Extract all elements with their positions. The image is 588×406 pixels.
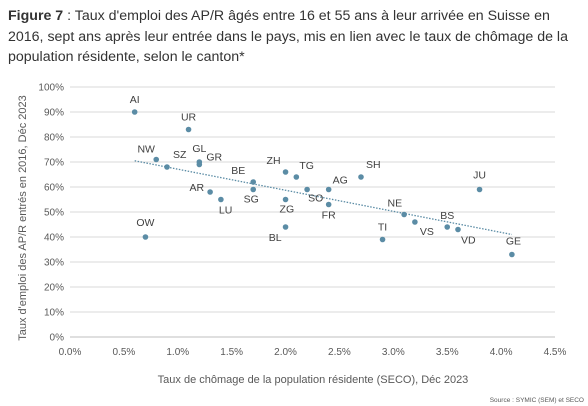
point-label-so: SO [308, 193, 323, 205]
data-point-ju [476, 186, 483, 193]
point-label-fr: FR [322, 210, 336, 222]
y-tick-label: 40% [44, 233, 64, 244]
data-point-zh [282, 169, 289, 175]
caption-text: : Taux d'emploi des AP/R âgés entre 16 e… [8, 8, 568, 65]
y-tick-label: 30% [44, 258, 64, 269]
data-point-sg [250, 186, 257, 193]
data-point-ar [207, 189, 213, 195]
point-label-tg: TG [299, 160, 314, 172]
y-tick-label: 70% [44, 158, 64, 169]
data-point-vs [412, 219, 418, 225]
point-label-ag: AG [333, 175, 348, 187]
y-tick-label: 60% [44, 183, 64, 194]
data-point-be [250, 179, 257, 185]
data-point-ai [131, 109, 138, 115]
point-label-ju: JU [473, 170, 486, 182]
x-axis-ticks: 0.0% 0.5% 1.0% 1.5% 2.0% 2.5% 3.0% 3.5% 4.0% 4.5% [59, 347, 567, 358]
point-label-bl: BL [269, 232, 282, 244]
point-label-gr: GR [206, 152, 222, 164]
x-tick-label: 4.5% [544, 347, 567, 358]
data-point-ti [379, 236, 386, 243]
x-tick-label: 1.0% [166, 347, 189, 358]
y-tick-label: 50% [44, 208, 64, 219]
grid-lines [70, 86, 555, 338]
point-label-be: BE [231, 165, 245, 177]
data-point-gr [196, 161, 203, 168]
trendline-group [134, 160, 513, 236]
data-point-ur [185, 126, 192, 133]
data-point-nw [153, 156, 160, 163]
x-tick-label: 3.0% [382, 347, 405, 358]
point-label-ai: AI [130, 94, 140, 106]
point-label-ar: AR [190, 182, 205, 194]
data-point-vd [455, 226, 461, 233]
x-tick-label: 1.5% [220, 347, 243, 358]
data-point-sz [164, 164, 170, 170]
data-point-ge [509, 251, 515, 258]
data-point-bl [282, 224, 289, 230]
point-label-ur: UR [181, 112, 197, 124]
data-point-sh [358, 174, 364, 180]
data-point-ag [325, 186, 332, 193]
point-label-nw: NW [137, 144, 155, 156]
point-label-zg: ZG [280, 204, 295, 216]
x-tick-label: 3.5% [436, 347, 459, 358]
x-tick-label: 2.0% [274, 347, 297, 358]
x-tick-label: 2.5% [328, 347, 351, 358]
data-point-bs [444, 224, 451, 230]
y-tick-label: 0% [50, 333, 65, 344]
y-axis-ticks: 0% 10% 20% 30% 40% 50% 60% 70% 80% 90% 100% [38, 83, 64, 344]
point-label-sh: SH [366, 159, 381, 171]
point-label-ti: TI [378, 222, 387, 234]
point-label-sz: SZ [173, 149, 187, 161]
y-tick-label: 90% [44, 108, 64, 119]
point-label-bs: BS [440, 210, 454, 222]
data-point-tg [293, 174, 300, 180]
data-point-so [304, 186, 310, 193]
point-label-ne: NE [388, 198, 403, 210]
y-tick-label: 80% [44, 133, 64, 144]
point-label-sg: SG [244, 194, 259, 206]
data-point-fr [325, 201, 332, 208]
figure-label: Figure 7 [8, 8, 64, 24]
y-tick-label: 100% [38, 83, 64, 94]
x-tick-label: 0.5% [112, 347, 135, 358]
point-label-vs: VS [420, 226, 434, 238]
figure-caption: Figure 7 : Taux d'emploi des AP/R âgés e… [8, 6, 582, 68]
point-label-vd: VD [461, 235, 476, 247]
point-label-lu: LU [219, 205, 232, 217]
data-point-lu [218, 196, 224, 203]
y-axis-label: Taux d'emploi des AP/R entrés en 2016, D… [17, 95, 29, 340]
point-label-zh: ZH [267, 155, 281, 167]
data-point-ow [142, 234, 149, 240]
point-label-gl: GL [192, 143, 206, 155]
point-label-ge: GE [506, 236, 521, 248]
data-point-ne [401, 211, 407, 218]
y-tick-label: 20% [44, 283, 64, 294]
y-tick-label: 10% [44, 308, 64, 319]
point-label-ow: OW [136, 217, 154, 229]
x-tick-label: 0.0% [59, 347, 82, 358]
x-tick-label: 4.0% [490, 347, 513, 358]
x-axis-label: Taux de chômage de la population résiden… [158, 374, 469, 386]
source-note: Source : SYMIC (SEM) et SECO [490, 397, 584, 404]
trendline [134, 160, 513, 236]
data-point-zg [282, 196, 289, 203]
